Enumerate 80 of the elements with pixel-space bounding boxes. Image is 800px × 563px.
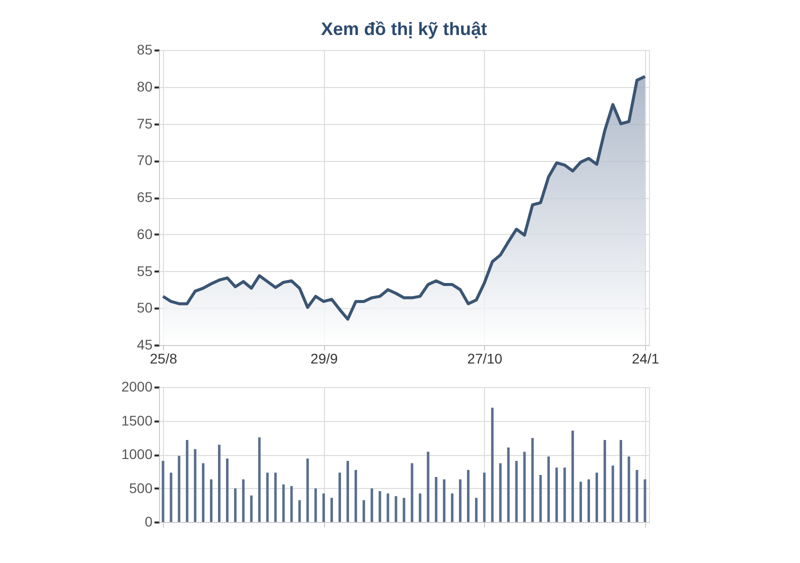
bar [322, 493, 325, 522]
bar [555, 468, 558, 522]
bar [563, 468, 566, 522]
bar [410, 463, 414, 522]
x-tick-label: 27/10 [467, 350, 503, 366]
bar [596, 472, 598, 522]
y-tick-label: 85 [136, 42, 153, 58]
bar [266, 472, 269, 522]
bar [539, 474, 542, 522]
bar [426, 452, 430, 522]
bar [258, 437, 261, 522]
bar [620, 440, 622, 522]
bar [162, 460, 164, 522]
chart-title: Xem đồ thị kỹ thuật [320, 19, 488, 39]
bar [434, 476, 438, 522]
bar [523, 452, 526, 522]
bar [306, 458, 309, 522]
bar [531, 438, 534, 522]
bar [354, 470, 358, 522]
bar [394, 496, 398, 522]
bar [499, 463, 502, 522]
y-tick-label: 1000 [121, 446, 153, 462]
bar [298, 500, 301, 522]
bar [346, 460, 350, 522]
y-tick-label: 80 [136, 78, 153, 94]
bar [491, 408, 494, 522]
y-tick-label: 70 [136, 152, 153, 168]
y-tick-label: 50 [136, 300, 153, 316]
bar [282, 484, 285, 522]
bar [442, 479, 446, 522]
bar [226, 458, 229, 522]
bar [571, 430, 574, 522]
bar [579, 482, 582, 522]
bar [330, 498, 333, 522]
x-tick-label: 24/1 [632, 350, 660, 366]
bar [515, 460, 518, 522]
y-tick-label: 500 [129, 480, 153, 496]
bar [218, 444, 220, 522]
bar [418, 493, 422, 522]
bar [370, 488, 374, 522]
bar [338, 472, 341, 522]
y-tick-label: 1500 [121, 412, 153, 428]
bar [467, 470, 470, 522]
bar [507, 447, 510, 522]
bar [362, 500, 366, 522]
bar [250, 495, 253, 522]
bar [483, 472, 486, 522]
bar [386, 493, 390, 522]
y-tick-label: 0 [144, 514, 153, 530]
y-tick-label: 55 [136, 262, 153, 279]
y-tick-label: 45 [136, 336, 153, 352]
bar [210, 479, 212, 522]
bar [628, 456, 630, 522]
bar [604, 440, 606, 522]
bar [378, 491, 382, 522]
bar [588, 479, 590, 522]
bar [178, 456, 180, 522]
bar [475, 498, 478, 522]
y-tick-label: 65 [136, 189, 153, 205]
bar [450, 493, 454, 522]
bar [234, 488, 237, 522]
x-tick-label: 25/8 [150, 350, 178, 366]
bar [314, 488, 317, 522]
x-tick-label: 29/9 [310, 350, 338, 366]
bar [194, 449, 196, 522]
y-tick-label: 2000 [121, 378, 153, 394]
bar [242, 479, 245, 522]
bar [644, 479, 646, 522]
bar [458, 479, 462, 522]
bar [274, 472, 277, 522]
bar [202, 463, 204, 522]
bar [636, 470, 638, 522]
bar [186, 440, 188, 522]
bar [612, 466, 614, 522]
bar [547, 456, 550, 522]
y-tick-label: 60 [136, 226, 153, 242]
y-tick-label: 75 [136, 115, 153, 132]
bar [290, 486, 293, 522]
bar [402, 498, 406, 522]
bar [170, 472, 172, 522]
